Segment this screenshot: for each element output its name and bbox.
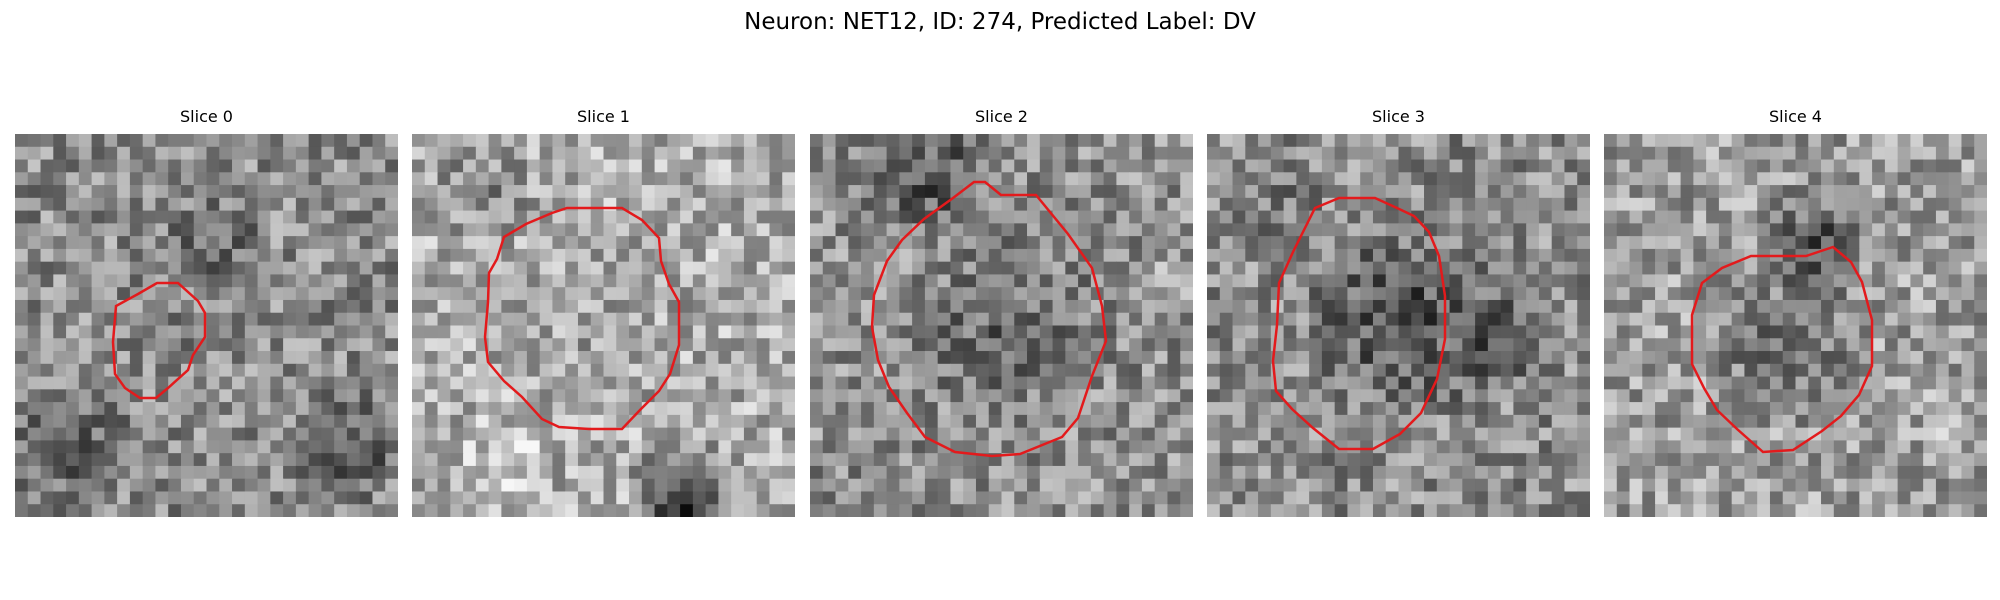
slice-image: [1604, 134, 1987, 517]
slice-image: [15, 134, 398, 517]
slice-title: Slice 3: [1372, 107, 1425, 126]
figure-title: Neuron: NET12, ID: 274, Predicted Label:…: [744, 9, 1256, 35]
slice-title: Slice 1: [577, 107, 630, 126]
pixel-grid: [15, 134, 398, 517]
pixel-grid: [810, 134, 1193, 517]
neuron-contour: [483, 206, 681, 431]
pixel-grid: [412, 134, 795, 517]
slice-image: [1207, 134, 1590, 517]
slice-image: [810, 134, 1193, 517]
neuron-contour: [111, 281, 207, 400]
neuron-contour: [870, 180, 1108, 458]
slice-image: [412, 134, 795, 517]
slice-title: Slice 0: [180, 107, 233, 126]
slice-title: Slice 2: [975, 107, 1028, 126]
neuron-contour: [1690, 245, 1874, 454]
neuron-contour: [1271, 196, 1447, 451]
pixel-grid: [1207, 134, 1590, 517]
slice-title: Slice 4: [1769, 107, 1822, 126]
pixel-grid: [1604, 134, 1987, 517]
